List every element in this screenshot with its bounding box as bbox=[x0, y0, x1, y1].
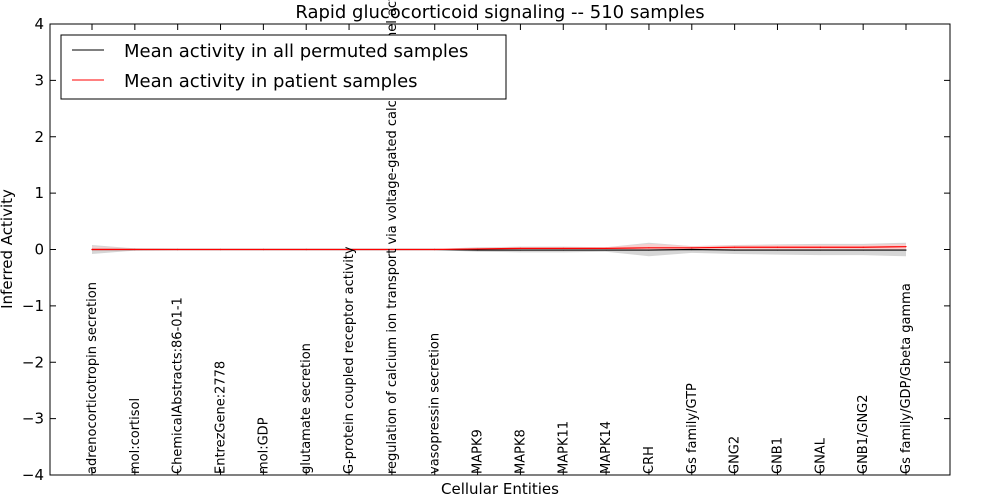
data-point-s1-16 bbox=[776, 246, 779, 248]
x-tick-label: Gs family/GDP/Gbeta gamma bbox=[899, 283, 914, 474]
x-tick-label: EntrezGene:2778 bbox=[214, 361, 229, 474]
data-point-s0-16 bbox=[776, 249, 779, 251]
data-point-s1-8 bbox=[434, 248, 436, 251]
y-tick-label: −4 bbox=[22, 466, 44, 484]
data-point-s0-10 bbox=[519, 249, 522, 251]
x-tick-label: GNG2 bbox=[728, 436, 743, 474]
y-tick-label: 2 bbox=[34, 128, 44, 146]
x-tick-label: ChemicalAbstracts:86-01-1 bbox=[171, 297, 186, 474]
legend-label-permuted: Mean activity in all permuted samples bbox=[124, 41, 468, 62]
data-point-s1-13 bbox=[648, 247, 650, 249]
data-point-s0-13 bbox=[648, 249, 650, 251]
x-tick-label: MAPK8 bbox=[513, 429, 528, 474]
data-point-s0-14 bbox=[691, 248, 693, 251]
y-axis-title: Inferred Activity bbox=[0, 189, 16, 309]
data-point-s0-12 bbox=[605, 249, 607, 251]
data-point-s1-2 bbox=[177, 248, 179, 251]
x-tick-label: mol:cortisol bbox=[128, 398, 143, 474]
confidence-band-1 bbox=[92, 243, 906, 251]
data-point-s1-5 bbox=[305, 248, 307, 251]
x-tick-label: GNB1 bbox=[771, 437, 786, 474]
legend-box bbox=[60, 34, 507, 100]
data-point-s0-18 bbox=[862, 249, 864, 251]
x-axis-ticks: adrenocorticotropin secretion mol:cortiso… bbox=[85, 0, 914, 475]
x-tick-label: vasopressin secretion bbox=[428, 333, 443, 474]
x-axis-title: Cellular Entities bbox=[441, 480, 559, 498]
data-point-s0-15 bbox=[734, 249, 736, 251]
y-tick-label: 3 bbox=[34, 71, 44, 89]
data-point-s0-17 bbox=[819, 249, 821, 251]
x-tick-label: GNAL bbox=[813, 437, 828, 474]
data-point-s0-9 bbox=[477, 249, 479, 251]
x-tick-label: regulation of calcium ion transport via … bbox=[385, 0, 400, 474]
x-tick-label: GNB1/GNG2 bbox=[856, 394, 871, 474]
x-tick-label: glutamate secretion bbox=[299, 343, 314, 474]
legend-label-patient: Mean activity in patient samples bbox=[124, 71, 418, 92]
x-tick-label: Gs family/GTP bbox=[685, 383, 700, 474]
data-point-s1-6 bbox=[348, 248, 350, 251]
x-tick-label: MAPK14 bbox=[599, 421, 614, 474]
legend: Mean activity in all permuted samples Me… bbox=[60, 34, 507, 100]
y-tick-label: 1 bbox=[34, 184, 44, 202]
data-point-s1-1 bbox=[134, 248, 136, 251]
y-tick-label: −3 bbox=[22, 410, 44, 428]
data-point-s1-17 bbox=[819, 246, 821, 248]
x-tick-label: MAPK9 bbox=[471, 429, 486, 474]
data-point-s1-7 bbox=[391, 248, 393, 251]
data-point-s1-15 bbox=[734, 246, 736, 248]
data-point-s0-11 bbox=[562, 249, 564, 251]
y-tick-label: −1 bbox=[22, 297, 44, 315]
data-point-s1-18 bbox=[862, 246, 864, 248]
data-point-s1-11 bbox=[562, 247, 564, 249]
x-tick-label: G-protein coupled receptor activity bbox=[342, 246, 357, 474]
y-axis-ticks: 4 3 2 1 0 −1 −2 −3 −4 bbox=[22, 15, 950, 484]
x-tick-label: adrenocorticotropin secretion bbox=[85, 282, 100, 474]
data-point-s0-19 bbox=[905, 249, 907, 251]
chart-title: Rapid glucocorticoid signaling -- 510 sa… bbox=[295, 2, 704, 23]
data-point-s1-14 bbox=[691, 247, 693, 249]
data-point-s1-4 bbox=[262, 248, 264, 251]
data-point-s1-10 bbox=[519, 247, 522, 249]
y-tick-label: 0 bbox=[34, 241, 44, 259]
series-line-1 bbox=[92, 246, 907, 251]
data-point-s1-3 bbox=[219, 248, 222, 251]
x-tick-label: CRH bbox=[642, 446, 657, 474]
data-point-s1-0 bbox=[91, 248, 93, 251]
x-tick-label: MAPK11 bbox=[556, 421, 571, 474]
data-point-s1-12 bbox=[605, 247, 607, 249]
data-point-s1-9 bbox=[477, 248, 479, 250]
series-lines bbox=[91, 246, 907, 251]
data-point-s1-19 bbox=[905, 246, 907, 248]
x-tick-label: mol:GDP bbox=[256, 417, 271, 474]
y-tick-label: 4 bbox=[34, 15, 44, 33]
y-tick-label: −2 bbox=[22, 353, 44, 371]
